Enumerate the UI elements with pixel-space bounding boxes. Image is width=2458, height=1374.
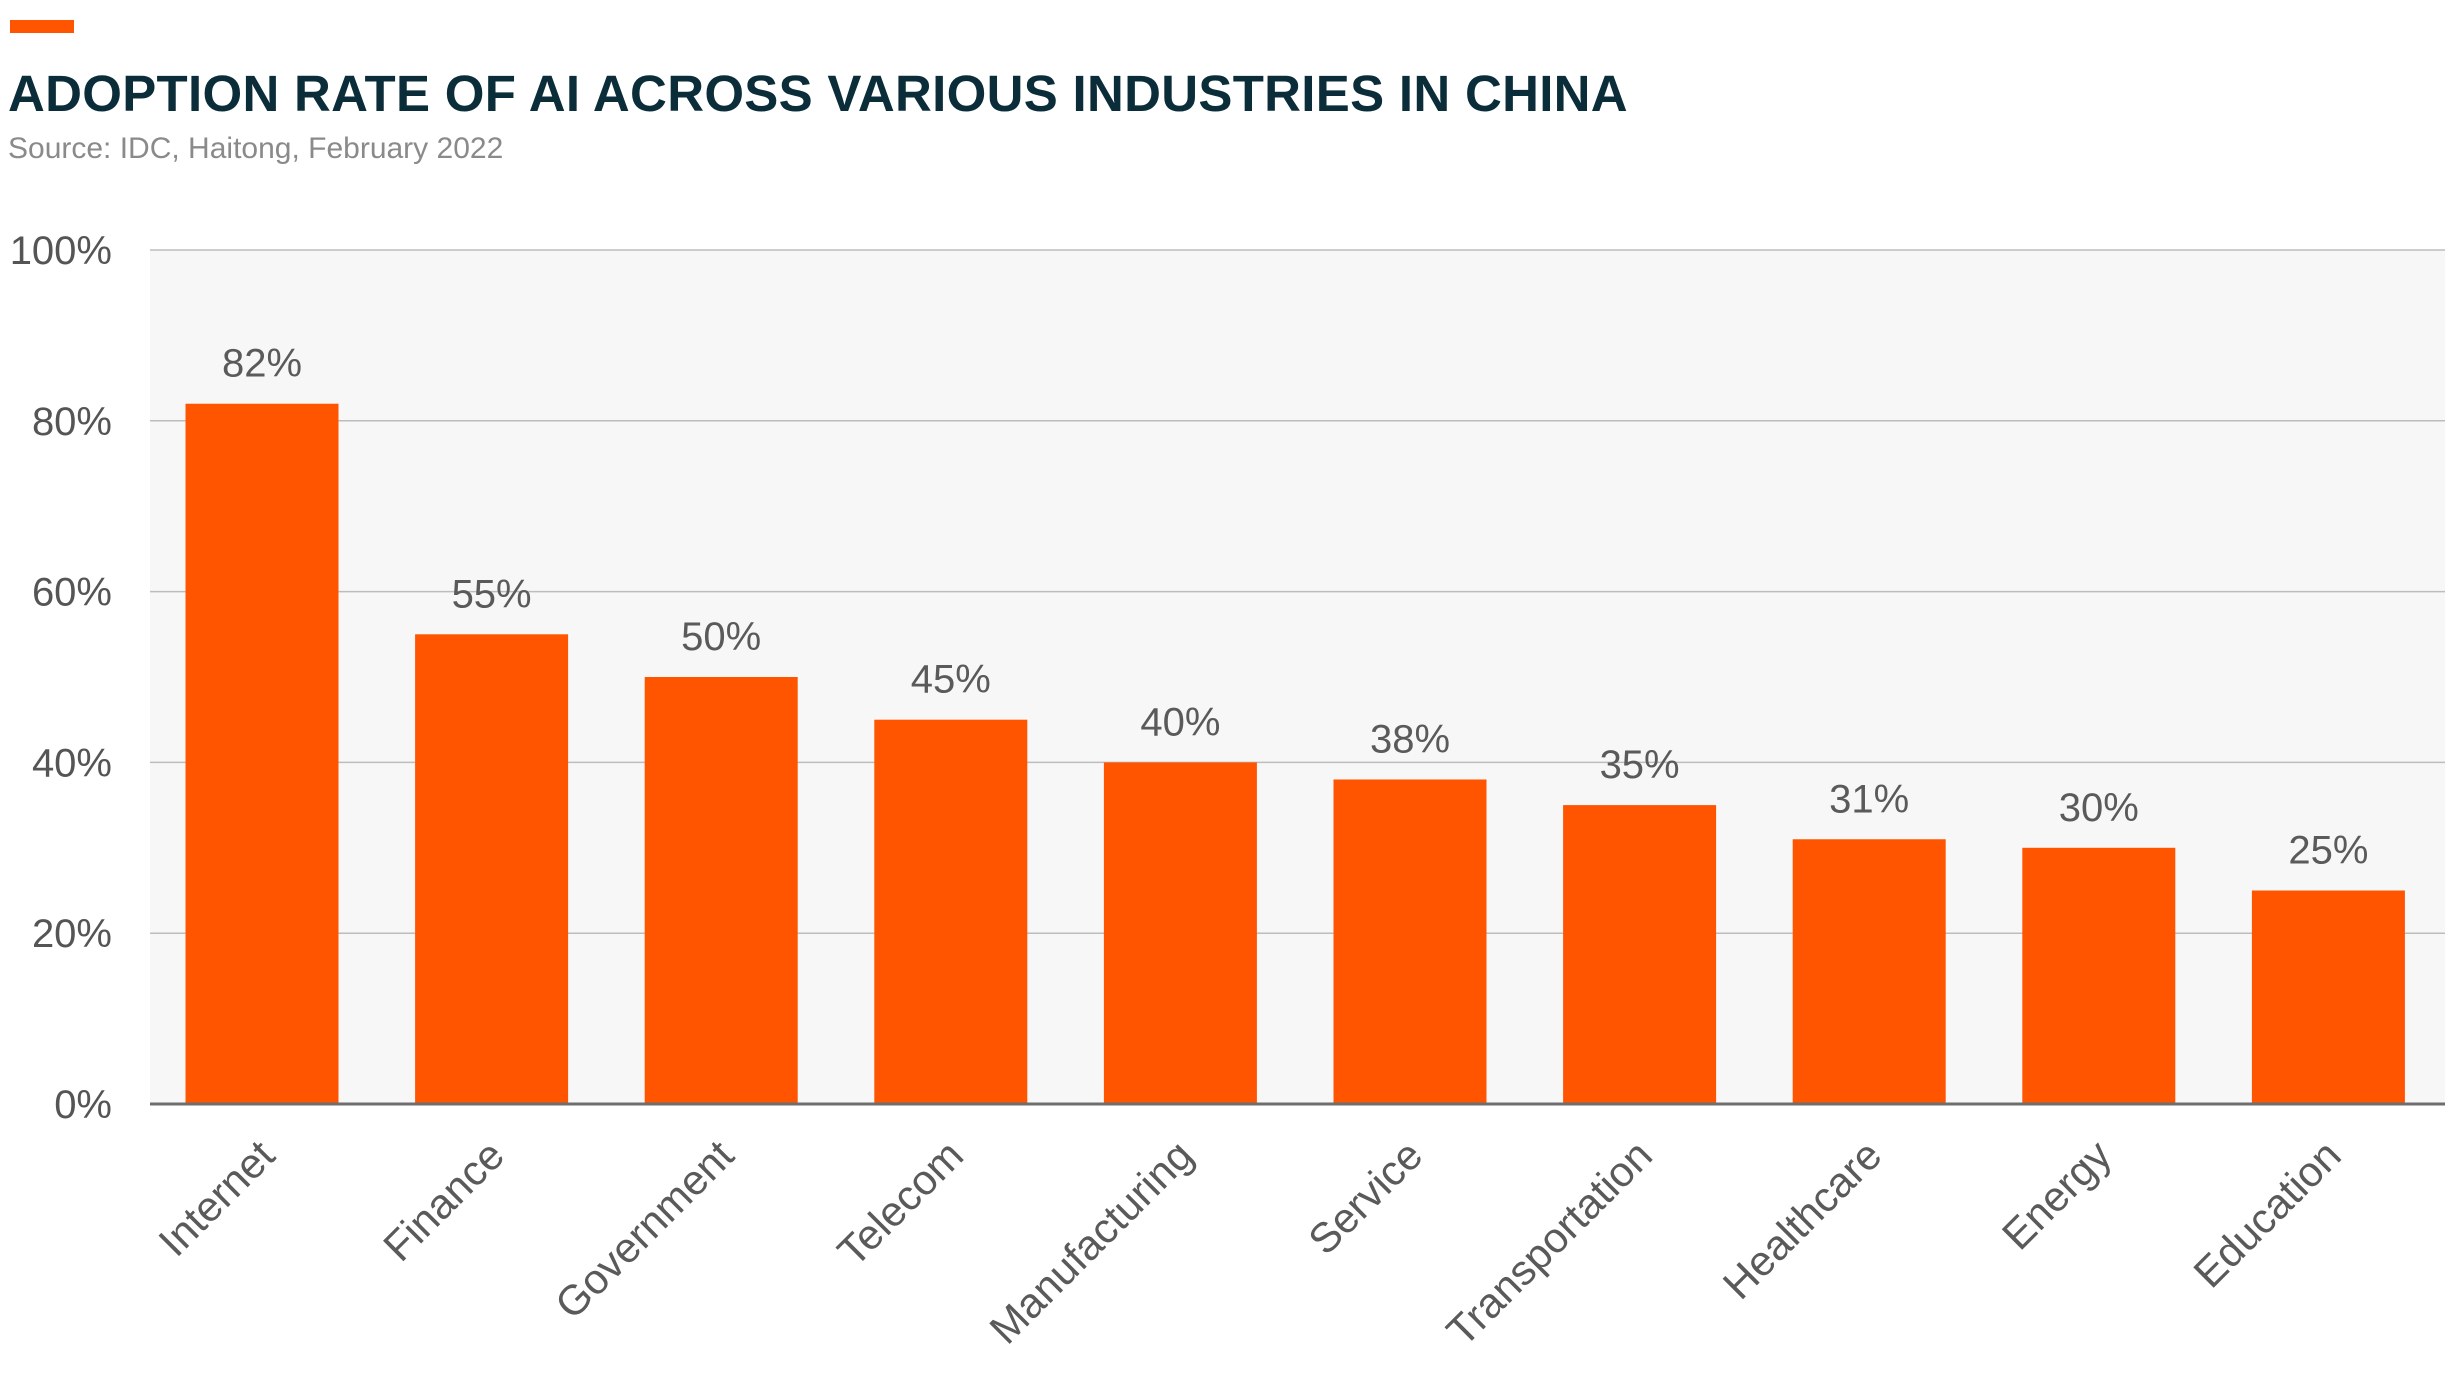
data-label: 31% <box>1829 777 1909 821</box>
bar <box>185 403 339 1105</box>
data-label: 35% <box>1600 743 1680 787</box>
category-label: Transportation <box>1437 1131 1661 1355</box>
category-label: Healthcare <box>1714 1131 1891 1308</box>
y-tick-label: 0% <box>54 1083 112 1127</box>
bar <box>1792 839 1946 1104</box>
y-tick-label: 80% <box>32 400 112 444</box>
bar <box>874 719 1028 1104</box>
category-label: Education <box>2184 1131 2349 1296</box>
bar <box>2251 890 2405 1104</box>
category-label: Government <box>546 1131 743 1328</box>
category-label: Finance <box>374 1131 513 1270</box>
y-tick-label: 60% <box>32 571 112 615</box>
bar <box>644 677 798 1104</box>
chart-title: ADOPTION RATE OF AI ACROSS VARIOUS INDUS… <box>8 65 1628 122</box>
y-tick-label: 100% <box>10 229 112 273</box>
data-label: 45% <box>911 658 991 702</box>
bar <box>2022 847 2176 1104</box>
data-label: 38% <box>1370 717 1450 761</box>
bar <box>1103 762 1257 1104</box>
bar <box>415 634 569 1104</box>
category-label: Energy <box>1993 1131 2120 1258</box>
accent-bar <box>10 20 74 33</box>
data-label: 40% <box>1140 700 1220 744</box>
data-label: 30% <box>2059 786 2139 830</box>
y-tick-label: 20% <box>32 912 112 956</box>
category-label: Internet <box>149 1131 283 1265</box>
bar <box>1563 805 1717 1104</box>
category-label: Manufacturing <box>980 1131 1201 1352</box>
data-label: 50% <box>681 615 761 659</box>
data-label: 82% <box>222 342 302 386</box>
chart-source: Source: IDC, Haitong, February 2022 <box>8 132 504 165</box>
bar <box>1333 779 1487 1104</box>
data-label: 55% <box>452 572 532 616</box>
category-label: Telecom <box>828 1131 972 1275</box>
category-label: Service <box>1299 1131 1431 1263</box>
y-tick-label: 40% <box>32 741 112 785</box>
data-label: 25% <box>2288 829 2368 873</box>
